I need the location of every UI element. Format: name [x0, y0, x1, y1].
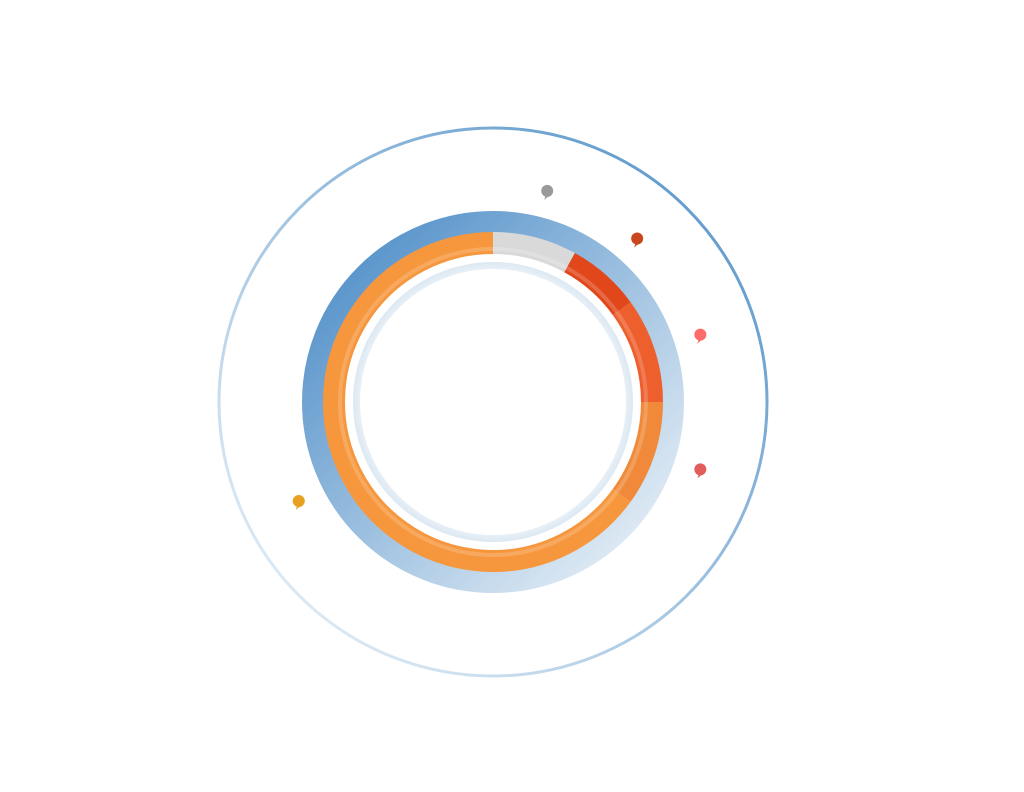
slice-marker-5 [293, 495, 305, 510]
slice-marker-3 [694, 329, 706, 344]
center-face [360, 269, 626, 535]
slice-marker-2 [631, 232, 643, 247]
slice-marker-4 [694, 463, 706, 478]
slice-marker-1 [541, 185, 553, 200]
